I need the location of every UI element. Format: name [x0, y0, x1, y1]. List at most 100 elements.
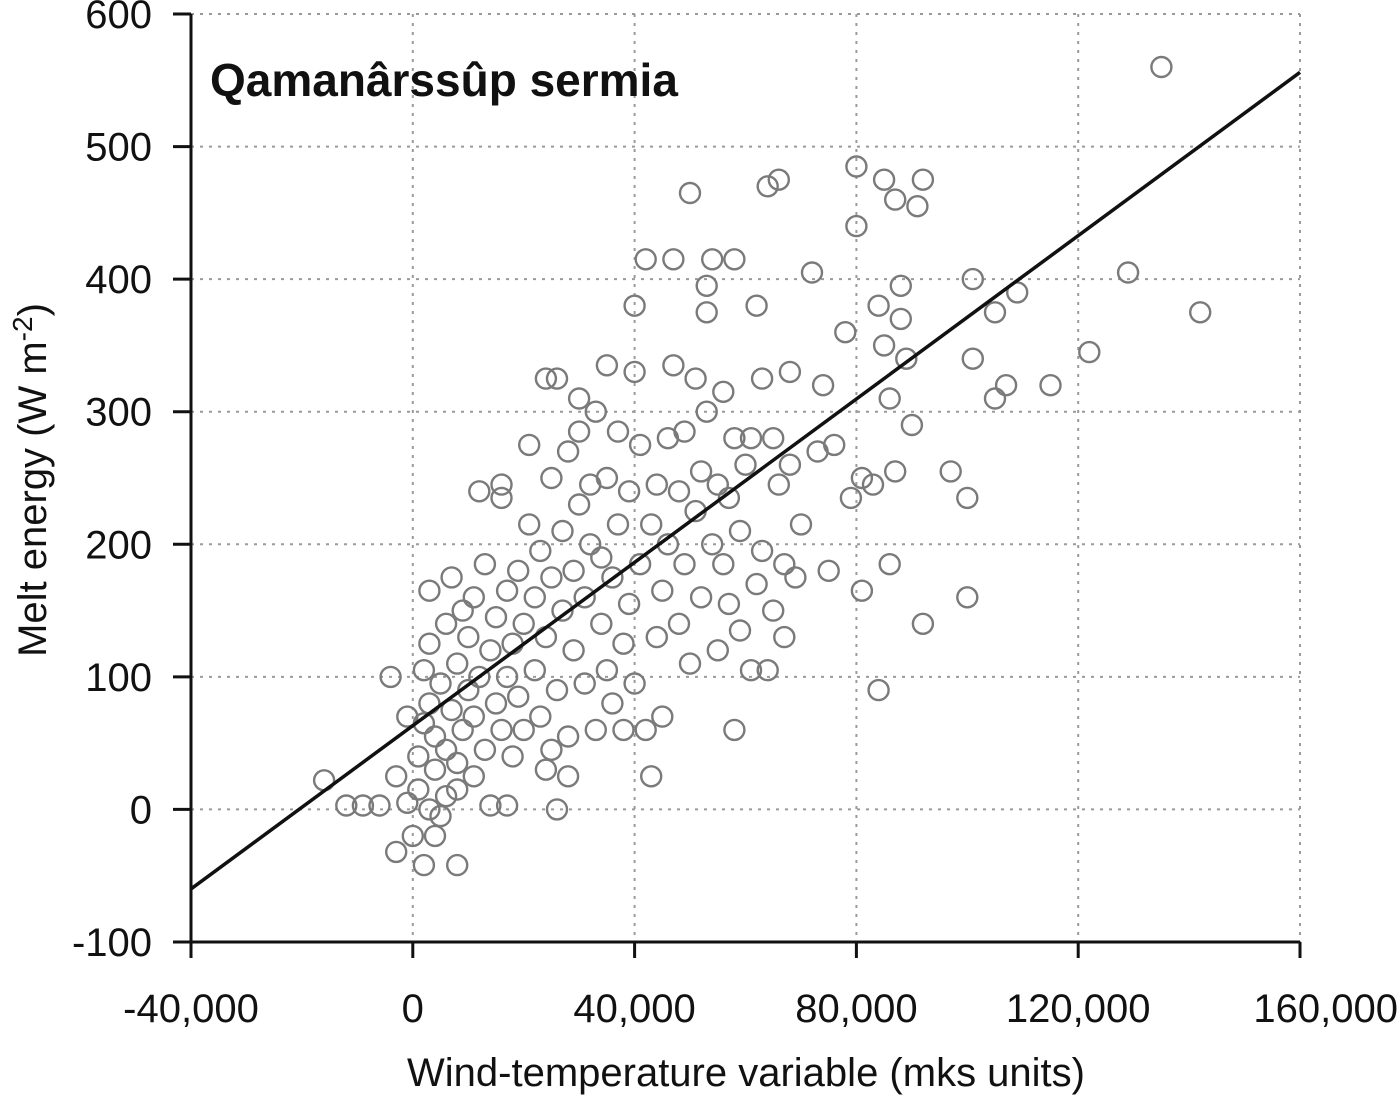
- data-point: [884, 460, 907, 483]
- x-tick-label: 40,000: [573, 987, 695, 1031]
- data-point: [501, 745, 524, 768]
- data-point: [446, 853, 469, 877]
- data-point: [567, 387, 591, 410]
- data-point: [590, 546, 613, 569]
- data-point: [872, 334, 896, 357]
- data-point: [845, 214, 868, 238]
- data-point: [678, 181, 702, 205]
- data-point: [423, 725, 447, 748]
- y-axis-tick-labels: -100 0 100 200 300 400 500 600: [72, 0, 152, 965]
- data-point: [545, 798, 569, 821]
- data-point: [994, 374, 1018, 397]
- data-point: [556, 440, 580, 463]
- data-point: [507, 685, 530, 708]
- data-point: [540, 466, 563, 490]
- y-tick-label: 100: [85, 656, 152, 700]
- data-point: [839, 486, 863, 510]
- data-point: [745, 294, 768, 317]
- data-point: [351, 794, 375, 817]
- data-point: [983, 301, 1007, 324]
- data-point: [623, 294, 646, 317]
- data-point: [595, 354, 619, 377]
- data-point: [889, 274, 912, 297]
- data-point: [434, 738, 458, 761]
- data-point: [534, 625, 558, 649]
- data-point: [850, 579, 874, 602]
- data-point: [584, 718, 607, 742]
- data-point: [961, 267, 984, 291]
- data-point: [407, 745, 430, 768]
- data-point: [900, 413, 924, 437]
- y-tick-label: 500: [85, 126, 152, 170]
- data-point: [773, 553, 796, 576]
- data-point: [911, 612, 935, 635]
- data-point: [590, 612, 613, 635]
- data-point: [739, 659, 763, 682]
- data-point: [773, 625, 796, 649]
- data-point: [939, 460, 962, 483]
- data-point: [451, 599, 474, 622]
- data-point: [662, 248, 685, 271]
- data-point: [556, 725, 580, 748]
- data-point: [385, 840, 408, 864]
- data-point: [867, 678, 890, 702]
- y-axis-title: Melt energy (W m-2): [7, 303, 55, 657]
- data-point: [784, 566, 807, 589]
- data-point: [423, 824, 447, 848]
- data-point: [484, 692, 508, 715]
- x-tick-label: 160,000: [1253, 987, 1398, 1031]
- data-point: [872, 168, 896, 191]
- data-point: [462, 586, 485, 609]
- data-point: [867, 294, 890, 317]
- data-point: [878, 387, 901, 410]
- data-point: [911, 168, 935, 191]
- y-axis-title-close: ): [11, 303, 55, 316]
- data-point: [562, 639, 585, 662]
- data-point: [567, 493, 591, 516]
- data-point: [906, 194, 929, 218]
- data-point: [712, 380, 735, 403]
- data-point: [745, 572, 768, 596]
- y-tick-label: -100: [72, 921, 152, 965]
- data-point: [789, 513, 813, 536]
- data-point: [723, 718, 746, 742]
- data-point: [662, 354, 685, 377]
- data-point: [956, 486, 979, 510]
- data-point: [712, 553, 735, 576]
- data-point: [734, 453, 757, 476]
- data-point: [701, 533, 724, 556]
- data-point: [512, 612, 535, 635]
- data-point: [640, 513, 663, 536]
- data-point: [556, 765, 580, 788]
- data-point: [529, 705, 552, 728]
- data-point: [689, 460, 713, 483]
- data-point: [462, 765, 485, 788]
- data-point: [429, 672, 452, 695]
- regression-line: [189, 70, 1302, 891]
- data-point: [595, 659, 619, 682]
- data-point: [468, 480, 491, 503]
- data-point: [606, 420, 630, 443]
- data-point: [640, 765, 663, 788]
- data-point: [617, 592, 641, 616]
- data-point: [595, 466, 619, 490]
- data-point: [723, 427, 746, 450]
- data-point: [601, 692, 624, 715]
- data-point: [490, 718, 513, 742]
- data-point: [723, 248, 746, 271]
- data-point: [1150, 55, 1173, 79]
- data-point: [1116, 261, 1140, 284]
- data-point: [423, 758, 447, 781]
- data-point: [645, 625, 668, 649]
- data-point: [479, 639, 502, 662]
- data-point: [1078, 340, 1101, 364]
- data-point: [440, 566, 463, 589]
- data-point: [412, 659, 436, 682]
- data-point: [695, 400, 718, 423]
- data-point: [396, 791, 419, 814]
- data-point: [418, 798, 441, 821]
- data-point: [823, 433, 846, 457]
- y-axis-title-superscript: -2: [7, 316, 38, 341]
- data-point: [368, 794, 391, 817]
- data-point: [623, 672, 646, 695]
